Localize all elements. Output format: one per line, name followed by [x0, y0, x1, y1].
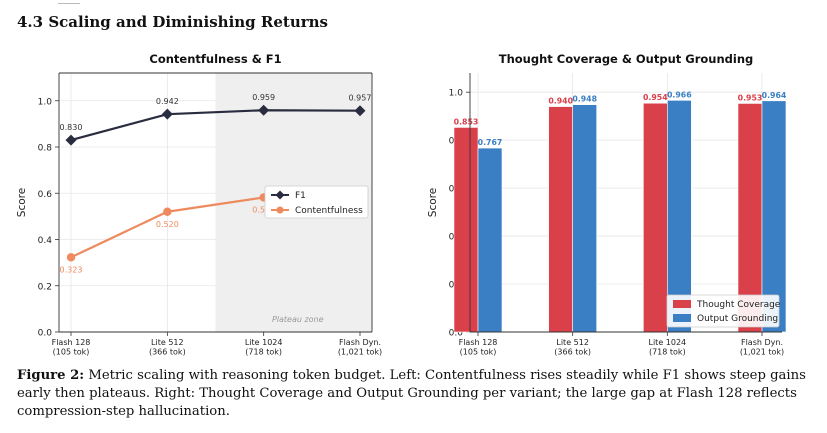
bar-thought-coverage [548, 106, 573, 333]
data-label-output-grounding: 0.767 [478, 138, 503, 147]
bar-output-grounding [572, 104, 597, 333]
legend-label-contentfulness: Contentfulness [295, 206, 363, 216]
legend-marker-contentfulness [276, 206, 284, 214]
point-f1 [258, 104, 270, 116]
data-label-thought-coverage: 0.853 [454, 117, 479, 126]
y-tick-label: 0.8 [38, 144, 53, 154]
bar-output-grounding [477, 147, 503, 333]
legend-box [666, 294, 780, 328]
x-tick-label-line: Flash 128 [52, 338, 91, 347]
x-tick-label: Flash 128 (105 tok) [52, 338, 91, 357]
data-label-output-grounding: 0.964 [762, 91, 787, 100]
legend-label-f1: F1 [295, 191, 306, 201]
x-tick-label-line: Lite 512 [556, 338, 589, 347]
x-tick-label-line: (718 tok) [245, 348, 282, 357]
x-tick-label-line: (1,021 tok) [338, 348, 382, 357]
caption-text: Metric scaling with reasoning token budg… [17, 368, 806, 419]
y-tick-label: 1.0 [449, 89, 464, 99]
chart-title: Thought Coverage & Output Grounding [499, 52, 754, 66]
x-tick-label-line: Lite 1024 [245, 338, 283, 347]
x-tick-label: Flash Dyn. (1,021 tok) [740, 338, 784, 357]
y-tick-label: 0.2 [38, 282, 52, 292]
figure-caption: Figure 2: Metric scaling with reasoning … [17, 367, 807, 421]
data-label-contentfulness: 0.582 [252, 205, 275, 214]
y-axis-label: Score [16, 188, 28, 217]
y-tick-label: 0.0 [449, 329, 464, 339]
x-tick-label-line: Flash Dyn. [339, 338, 381, 347]
legend-marker-f1 [275, 190, 285, 200]
y-tick-label: 1.0 [38, 97, 53, 107]
point-contentfulness [66, 253, 76, 262]
data-label-output-grounding: 0.966 [667, 90, 692, 99]
point-f1 [354, 105, 366, 117]
y-tick-label: 0.4 [38, 236, 53, 246]
chart-contentfulness-f1: Contentfulness & F1 Score 0.0 0.2 0.4 0.6 0.8 1… [16, 52, 382, 357]
chart-title: Contentfulness & F1 [149, 52, 281, 66]
x-tick-label-line: (366 tok) [149, 348, 186, 357]
legend-label-thought-coverage: Thought Coverage [696, 300, 781, 310]
header-fragment [58, 0, 80, 4]
y-tick-label: 0.0 [38, 329, 53, 339]
x-tick-label-line: Lite 512 [151, 338, 184, 347]
x-tick-label-line: Flash Dyn. [741, 338, 783, 347]
x-tick-label: Lite 512 (366 tok) [554, 338, 591, 357]
data-label-contentfulness: 0.520 [156, 220, 179, 229]
legend-swatch-output-grounding [673, 314, 691, 322]
x-tick-label: Flash 128 (105 tok) [459, 338, 498, 357]
bar-thought-coverage [737, 103, 763, 333]
data-label-f1: 0.942 [156, 97, 179, 106]
legend: F1 Contentfulness [264, 185, 369, 219]
legend-label-output-grounding: Output Grounding [697, 314, 778, 324]
data-label-thought-coverage: 0.953 [738, 93, 763, 102]
data-label-thought-coverage: 0.940 [548, 97, 573, 106]
bar-thought-coverage [453, 127, 479, 333]
x-tick-label: Lite 1024 (718 tok) [245, 338, 283, 357]
point-f1 [65, 134, 77, 146]
y-tick-label: 0.6 [38, 190, 53, 200]
bar-thought-coverage [643, 102, 668, 333]
data-label-f1: 0.830 [60, 123, 83, 132]
x-tick-label: Lite 512 (366 tok) [149, 338, 186, 357]
section-title: 4.3 Scaling and Diminishing Returns [17, 13, 328, 31]
series-line-f1 [70, 109, 361, 142]
x-tick-label-line: Lite 1024 [649, 338, 687, 347]
x-tick-label: Lite 1024 (718 tok) [649, 338, 687, 357]
point-contentfulness [163, 207, 172, 216]
legend-swatch-thought-coverage [673, 300, 691, 308]
x-tick-label-line: (1,021 tok) [740, 348, 784, 357]
data-label-f1: 0.959 [252, 93, 275, 102]
data-label-output-grounding: 0.948 [572, 95, 597, 104]
x-tick-label-line: (105 tok) [460, 348, 497, 357]
x-tick-label-line: (105 tok) [53, 348, 90, 357]
x-tick-label: Flash Dyn. (1,021 tok) [338, 338, 382, 357]
data-label-f1: 0.957 [349, 94, 372, 103]
figure-label: Figure 2: [17, 368, 85, 383]
chart-thought-coverage-output-grounding: Thought Coverage & Output Grounding Score… [427, 52, 787, 357]
x-tick-label-line: (366 tok) [554, 348, 591, 357]
data-label-contentfulness: 0.323 [60, 265, 83, 274]
x-tick-label-line: Flash 128 [459, 338, 498, 347]
plateau-label: Plateau zone [272, 315, 324, 324]
point-f1 [161, 108, 173, 120]
legend-box [264, 185, 369, 219]
legend: Thought Coverage Output Grounding [666, 294, 781, 328]
x-tick-label-line: (718 tok) [649, 348, 686, 357]
y-axis-label: Score [427, 188, 439, 217]
data-label-thought-coverage: 0.954 [643, 93, 668, 102]
